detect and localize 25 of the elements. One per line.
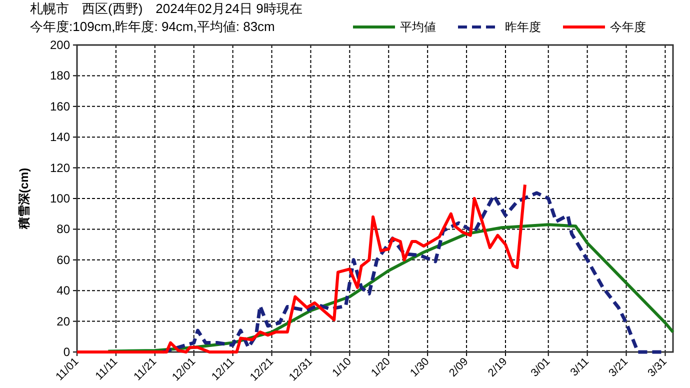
x-tick-label: 1/10 — [330, 356, 354, 380]
y-tick-label: 120 — [50, 160, 70, 175]
chart-subtitle: 今年度:109cm,昨年度: 94cm,平均値: 83cm — [30, 19, 275, 34]
x-tick-label: 1/30 — [408, 356, 432, 380]
y-tick-label: 0 — [63, 345, 70, 359]
line-series — [76, 183, 526, 354]
y-tick-label: 140 — [50, 130, 70, 144]
y-tick-label: 100 — [50, 192, 70, 206]
y-tick-label: 40 — [56, 284, 70, 298]
y-tick-label: 20 — [56, 314, 70, 328]
legend-label: 平均値 — [400, 20, 436, 34]
x-tick-label: 3/11 — [568, 356, 592, 379]
y-tick-label: 200 — [50, 38, 70, 52]
y-axis-title: 積雪深(cm) — [17, 168, 31, 230]
y-tick-label: 80 — [56, 222, 70, 236]
legend-label: 今年度 — [610, 20, 646, 34]
x-tick-label: 3/01 — [528, 356, 553, 380]
x-tick-label: 3/21 — [606, 356, 630, 380]
y-tick-label: 180 — [50, 68, 70, 83]
x-tick-label: 3/31 — [646, 356, 670, 380]
x-tick-label: 1/20 — [369, 356, 393, 380]
legend-label: 昨年度 — [505, 20, 541, 34]
y-tick-label: 160 — [50, 99, 70, 114]
chart-title: 札幌市 西区(西野) 2024年02月24日 9時現在 — [30, 1, 302, 16]
y-tick-label: 60 — [56, 252, 70, 267]
